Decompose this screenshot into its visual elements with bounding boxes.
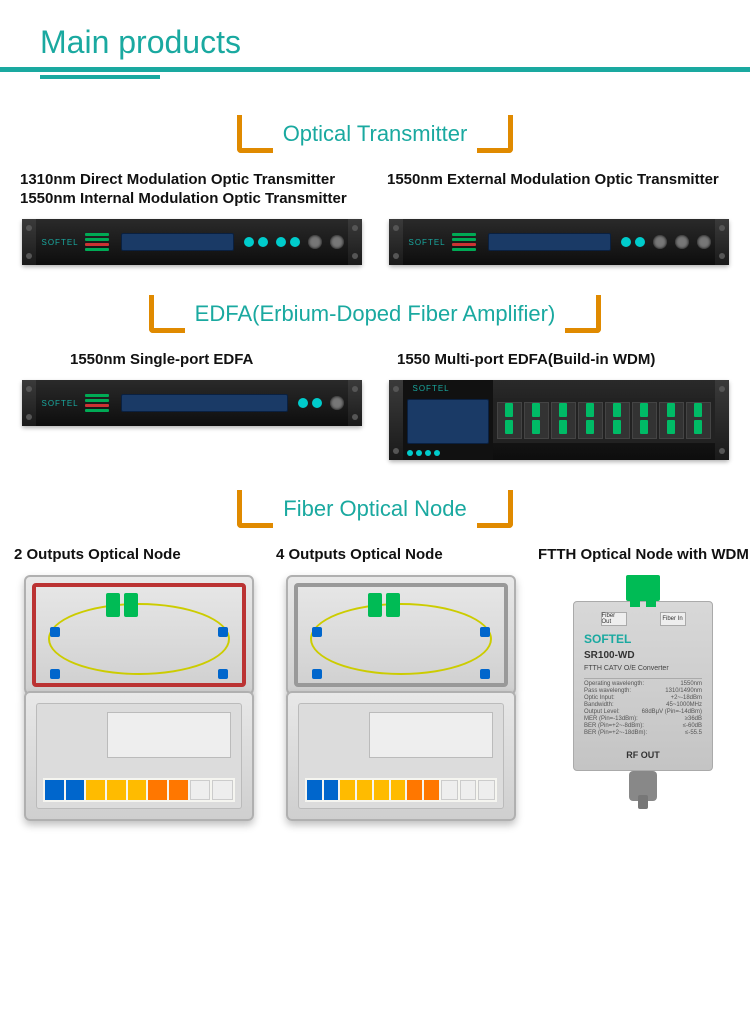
optical-node-2out: [24, 575, 254, 821]
bracket-right-icon: [477, 115, 513, 153]
category-edfa: EDFA(Erbium-Doped Fiber Amplifier): [0, 295, 750, 333]
device-brand: SOFTEL: [413, 384, 483, 393]
rack-device-1310: SOFTEL: [22, 219, 362, 265]
product-label: 1550nm External Modulation Optic Transmi…: [387, 171, 730, 188]
rack-device-edfa-multi: SOFTEL: [389, 380, 729, 460]
product-label: 1550nm Internal Modulation Optic Transmi…: [20, 190, 363, 207]
ftth-model: SR100-WD: [584, 650, 702, 661]
category-label: Fiber Optical Node: [273, 496, 476, 522]
port-fiber-out: Fiber Out: [601, 612, 627, 626]
bracket-left-icon: [237, 490, 273, 528]
lcd-display: [121, 394, 288, 412]
ftth-subtitle: FTTH CATV O/E Converter: [584, 665, 702, 672]
fiber-connector-icon: [626, 575, 660, 601]
port-fiber-in: Fiber In: [660, 612, 686, 626]
device-brand: SOFTEL: [409, 238, 446, 247]
product-label: 1550 Multi-port EDFA(Build-in WDM): [387, 351, 730, 368]
category-optical-transmitter: Optical Transmitter: [0, 115, 750, 153]
product-label: 2 Outputs Optical Node: [14, 546, 264, 563]
ftth-node: Fiber Out Fiber In SOFTEL SR100-WD FTTH …: [568, 575, 718, 801]
title-underline: [0, 67, 750, 75]
lcd-display: [488, 233, 611, 251]
bracket-left-icon: [237, 115, 273, 153]
category-fiber-node: Fiber Optical Node: [0, 490, 750, 528]
rack-device-edfa-single: SOFTEL: [22, 380, 362, 426]
rf-connector-icon: [629, 771, 657, 801]
rf-out-label: RF OUT: [626, 750, 660, 760]
lcd-display: [121, 233, 234, 251]
ftth-specs: Operating wavelength:1550nm Pass wavelen…: [584, 678, 702, 736]
category-label: EDFA(Erbium-Doped Fiber Amplifier): [185, 301, 566, 327]
optical-node-4out: [286, 575, 516, 821]
bracket-right-icon: [477, 490, 513, 528]
page-title: Main products: [0, 0, 750, 67]
device-brand: SOFTEL: [42, 399, 79, 408]
ftth-brand: SOFTEL: [584, 632, 702, 646]
rack-device-1550-ext: SOFTEL: [389, 219, 729, 265]
product-label: 4 Outputs Optical Node: [276, 546, 526, 563]
product-label: [387, 190, 730, 207]
bracket-right-icon: [565, 295, 601, 333]
product-label: 1550nm Single-port EDFA: [20, 351, 363, 368]
product-label: 1310nm Direct Modulation Optic Transmitt…: [20, 171, 363, 188]
device-brand: SOFTEL: [42, 238, 79, 247]
category-label: Optical Transmitter: [273, 121, 478, 147]
product-label: FTTH Optical Node with WDM: [538, 546, 748, 563]
bracket-left-icon: [149, 295, 185, 333]
